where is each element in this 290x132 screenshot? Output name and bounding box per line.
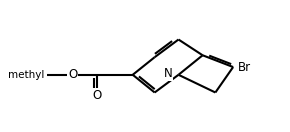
Text: O: O: [68, 68, 77, 81]
Text: methyl: methyl: [8, 70, 44, 80]
Text: O: O: [93, 89, 102, 102]
Text: Br: Br: [238, 61, 251, 74]
Text: N: N: [164, 67, 172, 80]
